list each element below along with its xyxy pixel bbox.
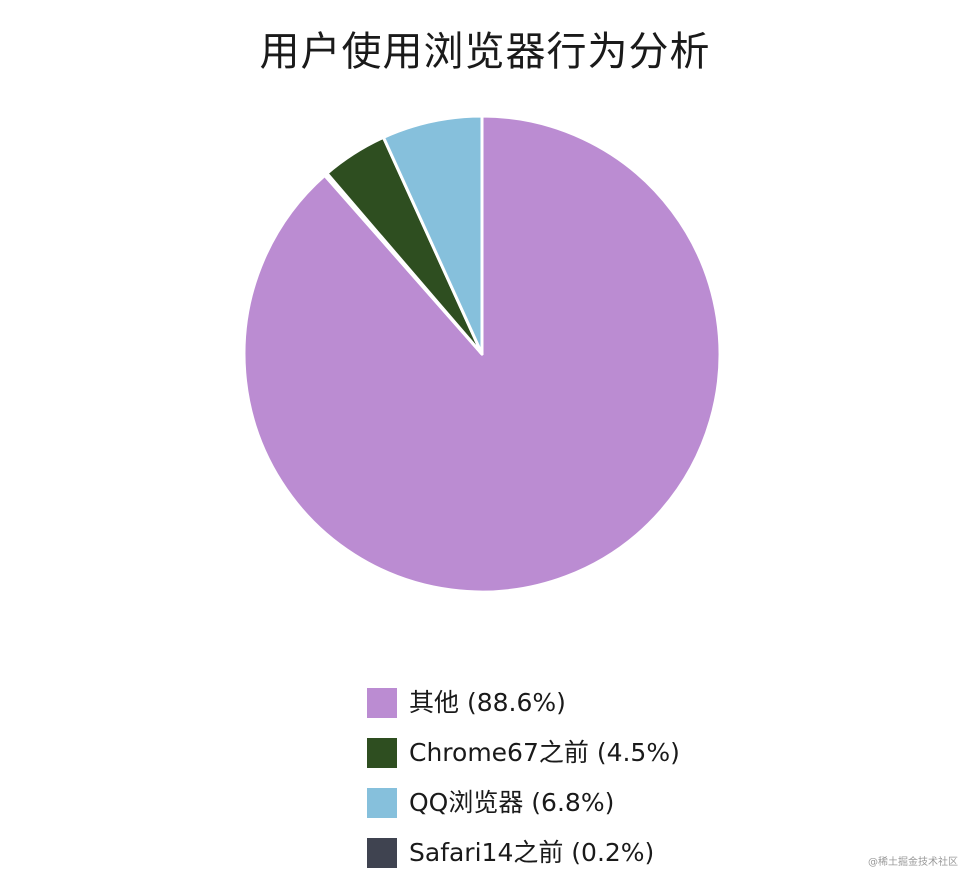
- legend-item: QQ浏览器 (6.8%): [367, 778, 787, 828]
- chart-legend: 其他 (88.6%) Chrome67之前 (4.5%) QQ浏览器 (6.8%…: [367, 678, 787, 878]
- chart-title: 用户使用浏览器行为分析: [259, 29, 711, 75]
- legend-label: Chrome67之前 (4.5%): [409, 738, 680, 767]
- legend-swatch: [367, 838, 397, 868]
- legend-item: 其他 (88.6%): [367, 678, 787, 728]
- watermark: @稀土掘金技术社区: [868, 857, 958, 868]
- legend-label: QQ浏览器 (6.8%): [409, 788, 615, 817]
- legend-swatch: [367, 738, 397, 768]
- legend-item: Safari14之前 (0.2%): [367, 828, 787, 878]
- legend-item: Chrome67之前 (4.5%): [367, 728, 787, 778]
- legend-swatch: [367, 788, 397, 818]
- legend-swatch: [367, 688, 397, 718]
- pie-slices: [242, 114, 722, 594]
- legend-label: 其他 (88.6%): [409, 688, 566, 717]
- pie-slice: [381, 114, 484, 356]
- legend-label: Safari14之前 (0.2%): [409, 838, 655, 867]
